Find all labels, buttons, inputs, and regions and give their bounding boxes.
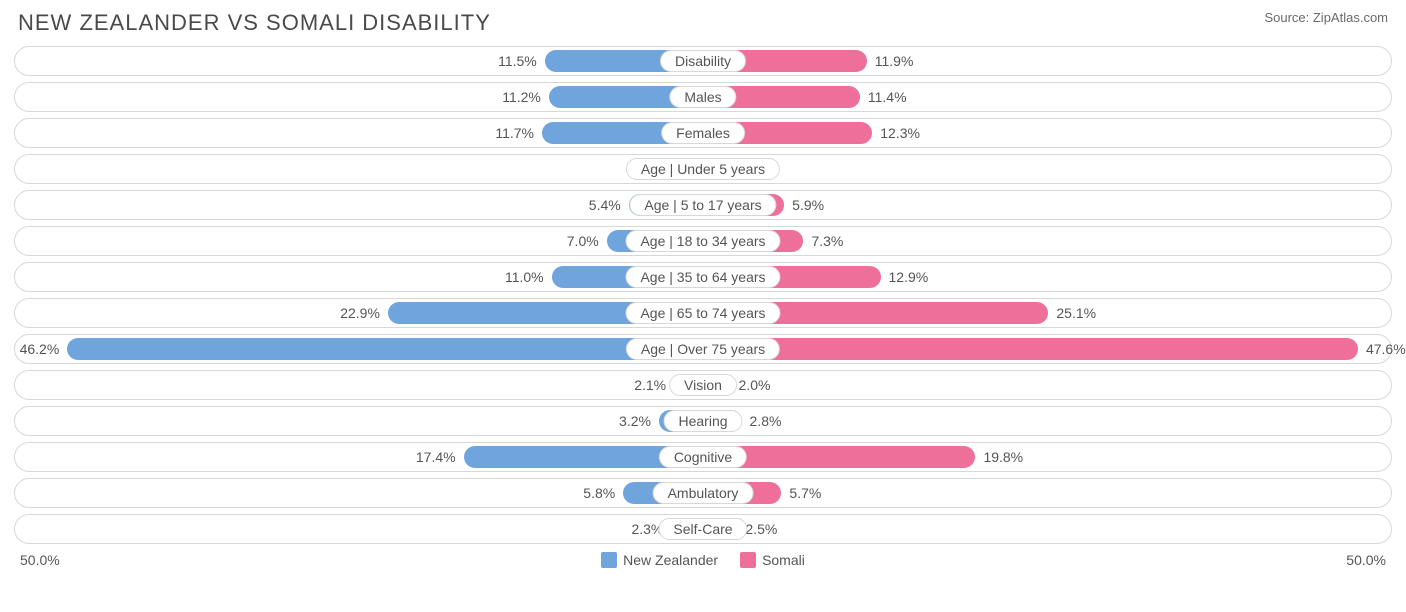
chart-row: 11.7% 12.3% Females [14, 118, 1392, 148]
chart-title: NEW ZEALANDER VS SOMALI DISABILITY [18, 10, 491, 36]
value-label-right: 47.6% [1366, 341, 1406, 357]
value-label-right: 11.9% [875, 53, 914, 69]
axis-max-left: 50.0% [20, 552, 60, 568]
value-label-right: 12.3% [880, 125, 920, 141]
chart-row: 17.4% 19.8% Cognitive [14, 442, 1392, 472]
value-label-left: 46.2% [20, 341, 60, 357]
chart-row: 5.4% 5.9% Age | 5 to 17 years [14, 190, 1392, 220]
value-label-left: 11.0% [505, 269, 544, 285]
row-label: Age | 18 to 34 years [625, 230, 780, 252]
value-label-right: 2.8% [750, 413, 782, 429]
legend: New Zealander Somali [601, 552, 805, 568]
chart-row: 2.1% 2.0%Vision [14, 370, 1392, 400]
value-label-right: 2.0% [739, 377, 771, 393]
legend-swatch-right [740, 552, 756, 568]
value-label-left: 11.5% [498, 53, 537, 69]
value-label-right: 19.8% [983, 449, 1023, 465]
legend-item-right: Somali [740, 552, 805, 568]
row-label: Age | 5 to 17 years [629, 194, 776, 216]
value-label-left: 22.9% [340, 305, 380, 321]
row-label: Age | Over 75 years [626, 338, 780, 360]
diverging-bar-chart: 11.5% 11.9% Disability 11.2% 11.4% Males 11.7%… [0, 42, 1406, 544]
value-label-right: 11.4% [868, 89, 907, 105]
value-label-right: 7.3% [811, 233, 843, 249]
row-label: Vision [669, 374, 737, 396]
bar-right [703, 338, 1358, 360]
value-label-left: 7.0% [567, 233, 599, 249]
chart-row: 7.0% 7.3% Age | 18 to 34 years [14, 226, 1392, 256]
row-label: Self-Care [658, 518, 747, 540]
value-label-left: 11.2% [502, 89, 541, 105]
chart-row: 11.0% 12.9% Age | 35 to 64 years [14, 262, 1392, 292]
value-label-right: 25.1% [1056, 305, 1096, 321]
row-label: Disability [660, 50, 746, 72]
chart-row: 1.2%1.2%Age | Under 5 years [14, 154, 1392, 184]
chart-row: 5.8% 5.7% Ambulatory [14, 478, 1392, 508]
value-label-left: 5.8% [583, 485, 615, 501]
row-label: Hearing [663, 410, 742, 432]
value-label-left: 11.7% [495, 125, 534, 141]
value-label-left: 3.2% [619, 413, 651, 429]
chart-row: 11.2% 11.4% Males [14, 82, 1392, 112]
value-label-right: 5.9% [792, 197, 824, 213]
legend-label-right: Somali [762, 552, 805, 568]
chart-row: 2.3%2.5%Self-Care [14, 514, 1392, 544]
row-label: Age | 65 to 74 years [625, 302, 780, 324]
bar-left [67, 338, 703, 360]
legend-label-left: New Zealander [623, 552, 718, 568]
row-label: Age | Under 5 years [626, 158, 780, 180]
chart-row: 46.2%47.6%Age | Over 75 years [14, 334, 1392, 364]
value-label-right: 5.7% [789, 485, 821, 501]
chart-row: 3.2% 2.8% Hearing [14, 406, 1392, 436]
row-label: Ambulatory [653, 482, 754, 504]
row-label: Cognitive [659, 446, 747, 468]
legend-swatch-left [601, 552, 617, 568]
value-label-left: 17.4% [416, 449, 456, 465]
row-label: Females [661, 122, 745, 144]
value-label-right: 12.9% [889, 269, 929, 285]
value-label-left: 2.1% [634, 377, 666, 393]
legend-item-left: New Zealander [601, 552, 718, 568]
value-label-left: 5.4% [589, 197, 621, 213]
chart-row: 11.5% 11.9% Disability [14, 46, 1392, 76]
value-label-right: 2.5% [745, 521, 777, 537]
axis-max-right: 50.0% [1346, 552, 1386, 568]
source-label: Source: ZipAtlas.com [1264, 10, 1388, 25]
chart-row: 22.9% 25.1% Age | 65 to 74 years [14, 298, 1392, 328]
row-label: Males [669, 86, 736, 108]
row-label: Age | 35 to 64 years [625, 266, 780, 288]
